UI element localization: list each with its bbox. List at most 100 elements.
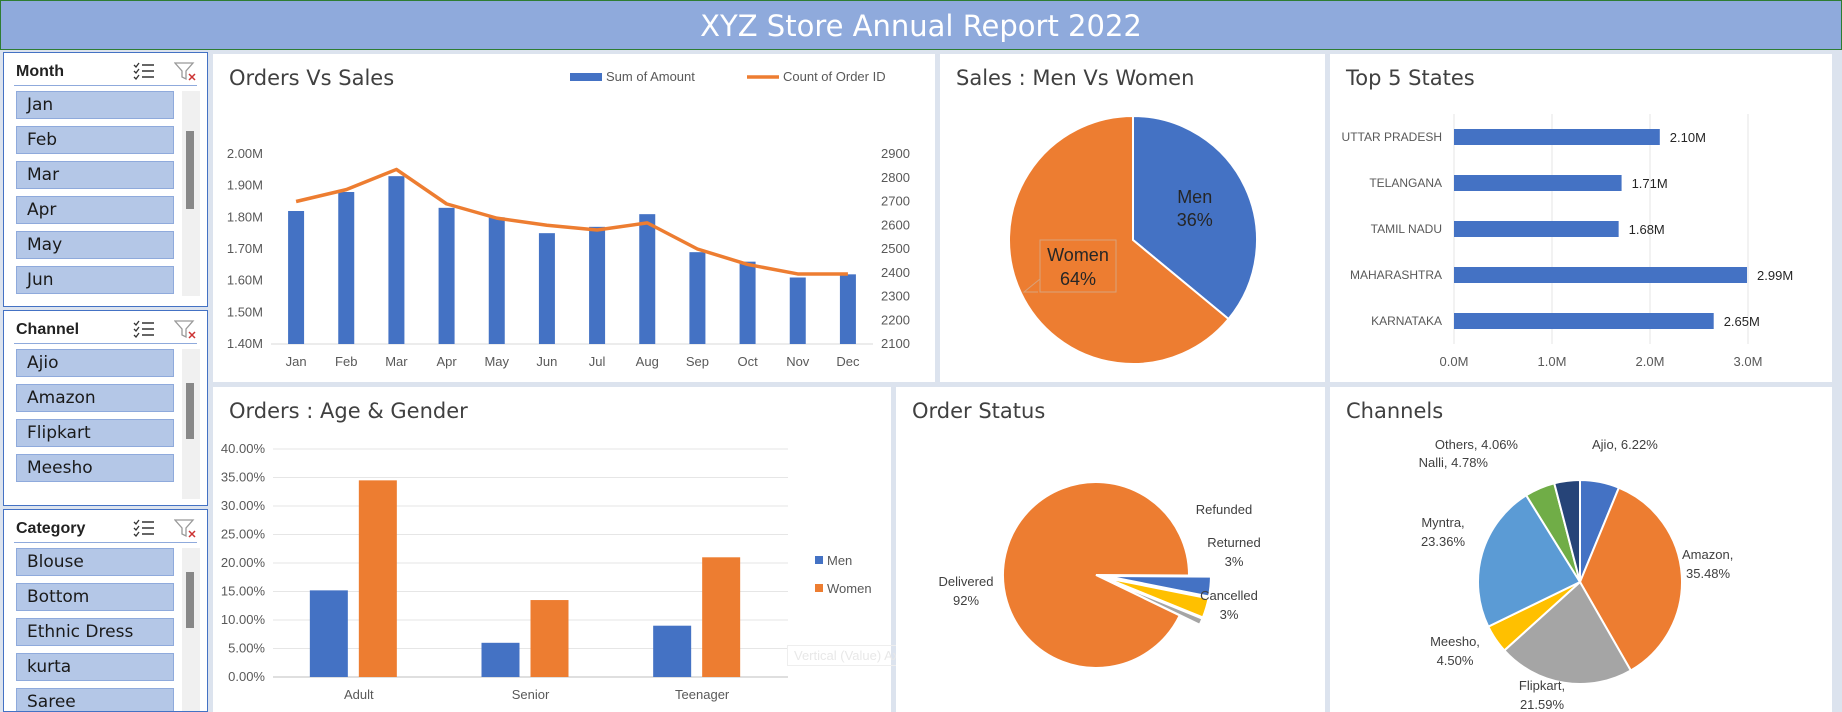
clear-filter-icon[interactable] bbox=[173, 319, 198, 346]
legend-label-amount: Sum of Amount bbox=[606, 69, 695, 84]
slicer-item-jan[interactable]: Jan bbox=[16, 91, 174, 119]
x-axis-tick-label: Dec bbox=[836, 354, 860, 369]
month-slicer-scrollbar[interactable] bbox=[182, 91, 200, 296]
left-axis-tick-label: 1.40M bbox=[227, 336, 263, 351]
slicer-item-ajio[interactable]: Ajio bbox=[16, 349, 174, 377]
x-axis-tick-label: Oct bbox=[737, 354, 758, 369]
channels-chart: Ajio, 6.22% Amazon, 35.48% Flipkart, 21.59% M… bbox=[1419, 437, 1734, 712]
returned-label: Returned bbox=[1207, 535, 1260, 550]
x-axis-tick-label: May bbox=[484, 354, 509, 369]
scrollbar-thumb[interactable] bbox=[186, 131, 194, 209]
men-vs-women-panel[interactable]: Sales : Men Vs Women Men 36% Women 64% bbox=[940, 54, 1325, 382]
channel-label-meesho-pct: 4.50% bbox=[1437, 653, 1474, 668]
delivered-label: Delivered bbox=[939, 574, 994, 589]
report-title-bar: XYZ Store Annual Report 2022 bbox=[0, 0, 1842, 50]
slicer-item-flipkart[interactable]: Flipkart bbox=[16, 419, 174, 447]
orders-vs-sales-chart: 1.40M 1.50M 1.60M 1.70M 1.80M 1.90M 2.00M 2100 2… bbox=[227, 69, 910, 369]
orders-vs-sales-panel[interactable]: Orders Vs Sales 1.40M 1.50M 1.60M 1.70M 1.80… bbox=[213, 54, 935, 382]
y-axis-tick-label: UTTAR PRADESH bbox=[1342, 130, 1442, 144]
bar-senior-women bbox=[530, 600, 569, 677]
chart-title: Orders Vs Sales bbox=[229, 66, 395, 90]
right-axis-tick-label: 2100 bbox=[881, 336, 910, 351]
y-axis-tick-label: 35.00% bbox=[221, 470, 266, 485]
x-axis-tick-label: Jul bbox=[589, 354, 606, 369]
slicer-item-mar[interactable]: Mar bbox=[16, 161, 174, 189]
women-callout-leader bbox=[1022, 278, 1041, 293]
channel-slicer-title: Channel bbox=[16, 321, 80, 338]
legend-label-women: Women bbox=[827, 581, 872, 596]
multi-select-icon[interactable] bbox=[132, 319, 156, 344]
slicer-item-saree[interactable]: Saree bbox=[16, 688, 174, 711]
channel-slicer: Channel Ajio Amazon Flipkart Meesho bbox=[3, 310, 208, 506]
channel-label-myntra: Myntra, bbox=[1421, 515, 1464, 530]
slicer-item-meesho[interactable]: Meesho bbox=[16, 454, 174, 482]
x-axis-tick-label: Mar bbox=[385, 354, 408, 369]
scrollbar-thumb[interactable] bbox=[186, 572, 194, 628]
refunded-label: Refunded bbox=[1196, 502, 1252, 517]
age-gender-panel[interactable]: Orders : Age & Gender 0.00% 5.00% 10.00% 15… bbox=[213, 387, 1007, 712]
clear-filter-icon[interactable] bbox=[173, 518, 198, 545]
legend-label-men: Men bbox=[827, 553, 852, 568]
legend-label-orders: Count of Order ID bbox=[783, 69, 886, 84]
bar-adult-women bbox=[358, 480, 397, 677]
bar-jun bbox=[538, 233, 555, 344]
y-axis-tick-label: TELANGANA bbox=[1369, 176, 1442, 190]
slicer-item-bottom[interactable]: Bottom bbox=[16, 583, 174, 611]
channels-panel[interactable]: Channels Ajio, 6.22% Amazon, 35.48% Flipkar… bbox=[1330, 387, 1832, 712]
y-axis-tick-label: 5.00% bbox=[228, 641, 265, 656]
x-axis-tick-label: Feb bbox=[335, 354, 357, 369]
x-axis-tick-label: 3.0M bbox=[1734, 354, 1763, 369]
bar-telangana bbox=[1454, 175, 1622, 191]
bar-feb bbox=[338, 192, 355, 344]
y-axis-tick-label: 20.00% bbox=[221, 555, 266, 570]
category-slicer-scrollbar[interactable] bbox=[182, 548, 200, 711]
order-status-panel[interactable]: Order Status Delivered 92% Cancelled 3% Retu… bbox=[896, 387, 1325, 712]
top-states-panel[interactable]: Top 5 States 0.0M 1.0M 2.0M 3.0M UTTAR PRADE… bbox=[1330, 54, 1832, 382]
right-axis-tick-label: 2900 bbox=[881, 146, 910, 161]
bar-data-label: 2.99M bbox=[1757, 268, 1793, 283]
status-slice-cancelled bbox=[1105, 575, 1212, 598]
x-axis-tick-label: Sep bbox=[686, 354, 709, 369]
bar-mar bbox=[388, 176, 405, 344]
status-slice-returned bbox=[1105, 576, 1210, 619]
bar-tamil-nadu bbox=[1454, 221, 1619, 237]
channel-label-myntra-pct: 23.36% bbox=[1421, 534, 1466, 549]
bar-oct bbox=[739, 261, 756, 344]
bar-teenager-women bbox=[702, 557, 741, 677]
slicer-item-ethnic-dress[interactable]: Ethnic Dress bbox=[16, 618, 174, 646]
slicer-item-blouse[interactable]: Blouse bbox=[16, 548, 174, 576]
slicer-item-amazon[interactable]: Amazon bbox=[16, 384, 174, 412]
clear-filter-icon[interactable] bbox=[173, 61, 198, 88]
slicer-item-feb[interactable]: Feb bbox=[16, 126, 174, 154]
channel-label-flipkart: Flipkart, bbox=[1519, 678, 1565, 693]
multi-select-icon[interactable] bbox=[132, 61, 156, 86]
x-axis-tick-label: Jun bbox=[536, 354, 557, 369]
y-axis-tick-label: KARNATAKA bbox=[1371, 314, 1442, 328]
y-axis-tick-label: 10.00% bbox=[221, 612, 266, 627]
bar-teenager-men bbox=[653, 625, 692, 677]
channel-slice-myntra bbox=[1477, 493, 1582, 628]
age-gender-chart: 0.00% 5.00% 10.00% 15.00% 20.00% 25.00% 30.00%… bbox=[221, 441, 872, 702]
category-slicer: Category Blouse Bottom Ethnic Dress kurt… bbox=[3, 509, 208, 712]
chart-title: Channels bbox=[1346, 399, 1444, 423]
y-axis-tick-label: TAMIL NADU bbox=[1371, 222, 1442, 236]
channel-label-others: Others, 4.06% bbox=[1435, 437, 1519, 452]
channel-label-amazon-pct: 35.48% bbox=[1686, 566, 1731, 581]
bar-may bbox=[488, 217, 505, 344]
bar-data-label: 2.10M bbox=[1670, 130, 1706, 145]
slicer-item-may[interactable]: May bbox=[16, 231, 174, 259]
slicer-item-apr[interactable]: Apr bbox=[16, 196, 174, 224]
month-slicer: Month Jan Feb Mar Apr May Jun bbox=[3, 52, 208, 307]
multi-select-icon[interactable] bbox=[132, 518, 156, 543]
gender-slice-men bbox=[1132, 114, 1258, 321]
cancelled-label: Cancelled bbox=[1200, 588, 1258, 603]
slicer-item-jun[interactable]: Jun bbox=[16, 266, 174, 294]
channel-slicer-scrollbar[interactable] bbox=[182, 349, 200, 499]
channel-label-nalli: Nalli, 4.78% bbox=[1419, 455, 1489, 470]
channel-slice-flipkart bbox=[1502, 580, 1633, 685]
women-callout-box bbox=[1039, 239, 1117, 293]
left-axis-tick-label: 1.70M bbox=[227, 241, 263, 256]
slicer-item-kurta[interactable]: kurta bbox=[16, 653, 174, 681]
scrollbar-thumb[interactable] bbox=[186, 383, 194, 439]
delivered-pct-label: 92% bbox=[953, 593, 979, 608]
